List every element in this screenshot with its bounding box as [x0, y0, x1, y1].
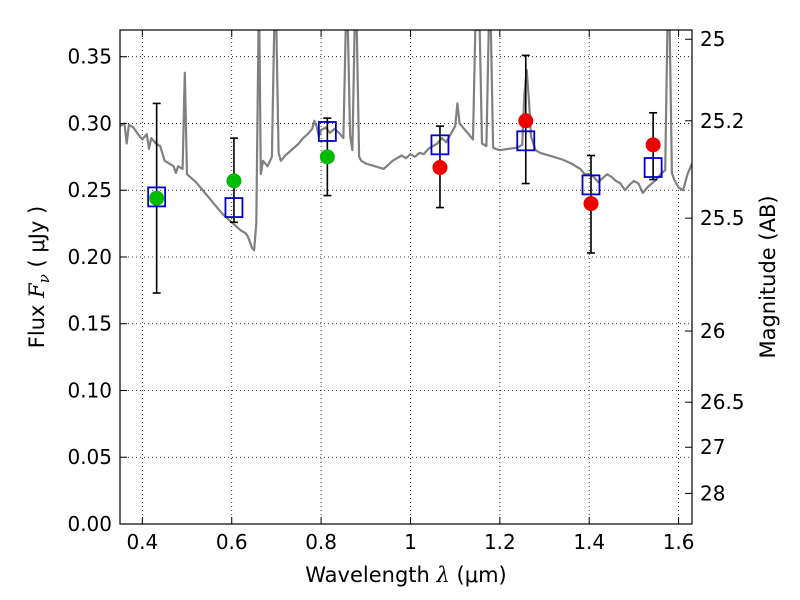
x-axis-label: Wavelength λ (μm) — [305, 563, 506, 587]
observed-flux-circle-marker — [319, 149, 335, 165]
model-flux-square-marker — [581, 174, 601, 196]
model-flux-square-marker — [430, 134, 450, 156]
y-tick-label: 0.10 — [67, 378, 112, 402]
model-flux-square-marker — [224, 197, 244, 218]
y-tick-label: 0.20 — [67, 245, 112, 269]
model-spectrum-line — [120, 30, 692, 252]
right-axis-label: Magnitude (AB) — [756, 195, 780, 358]
grid — [120, 30, 692, 525]
x-tick-label: 0.4 — [126, 530, 158, 554]
model-flux-square-marker — [516, 130, 536, 152]
x-tick-label: 0.8 — [305, 530, 337, 554]
observed-flux-circle-marker — [518, 113, 534, 129]
y-tick-label: 0.15 — [67, 312, 112, 336]
y-tick-label: 0.05 — [67, 445, 112, 469]
right-tick-label: 26.5 — [700, 390, 745, 414]
right-tick-label: 25.5 — [700, 206, 745, 230]
x-tick-label: 1.4 — [573, 530, 605, 554]
right-tick-label: 25 — [700, 27, 725, 51]
observed-flux-circle-marker — [432, 160, 448, 176]
model-flux-square-marker — [317, 121, 337, 142]
x-tick-label: 1.2 — [484, 530, 516, 554]
x-tick-label: 1.6 — [663, 530, 695, 554]
ticks: 0.4 0.6 0.8 1 1.2 1.4 1.6 0.00 0.05 0.10 0.15 0.20 0… — [67, 27, 744, 554]
model-flux-square-marker — [147, 186, 167, 208]
right-tick-label: 28 — [700, 481, 725, 505]
right-tick-label: 27 — [700, 435, 725, 459]
observed-flux-circle-marker — [583, 196, 599, 212]
right-tick-label: 25.2 — [700, 109, 745, 133]
y-tick-label: 0.00 — [67, 512, 112, 536]
right-tick-label: 26 — [700, 319, 725, 343]
x-tick-label: 1 — [404, 530, 417, 554]
y-tick-label: 0.35 — [67, 45, 112, 69]
y-tick-label: 0.25 — [67, 178, 112, 202]
plot-area — [120, 30, 692, 294]
x-tick-label: 0.6 — [216, 530, 248, 554]
y-tick-label: 0.30 — [67, 111, 112, 135]
observed-flux-circle-marker — [645, 137, 661, 153]
model-flux-square-marker — [643, 157, 663, 178]
observed-flux-circle-marker — [149, 190, 165, 206]
observed-flux-circle-marker — [226, 173, 242, 189]
y-axis-label: Flux Fν ( μJy ) — [25, 206, 53, 348]
plot-frame — [119, 29, 693, 525]
